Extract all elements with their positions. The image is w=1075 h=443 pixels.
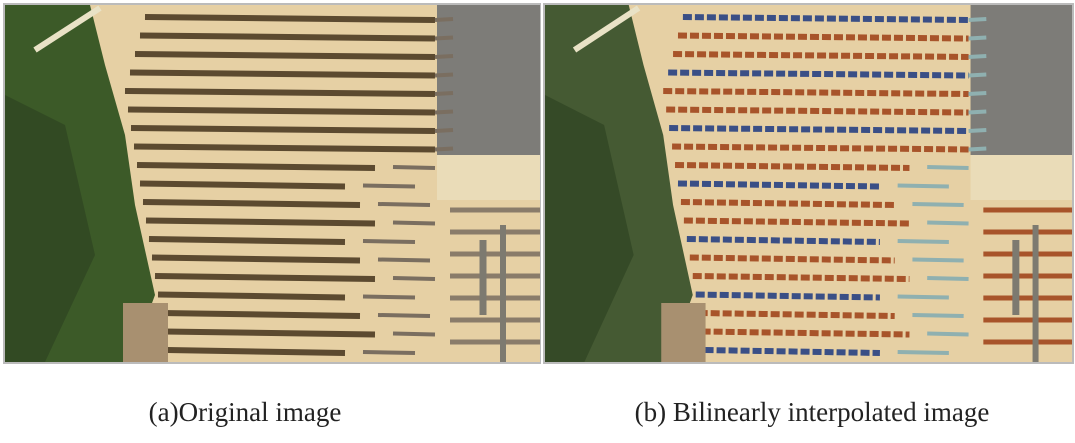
stripe — [135, 54, 435, 57]
stripe-short — [969, 56, 987, 57]
stripe — [137, 165, 375, 168]
stripe-short — [435, 19, 453, 20]
stripe-short — [393, 223, 435, 224]
stripe — [145, 17, 435, 20]
stripe-short — [898, 297, 949, 298]
stripe-short — [363, 186, 415, 187]
stripe — [696, 295, 880, 298]
stripe — [164, 332, 375, 335]
stripe-short — [363, 241, 415, 242]
stripe-short — [435, 38, 453, 39]
stone — [123, 303, 168, 362]
stripe — [140, 36, 435, 39]
stripe-short — [927, 278, 968, 279]
stripe — [167, 350, 345, 353]
stripe-short — [969, 130, 987, 131]
light-area — [971, 155, 1072, 200]
stripe-short — [969, 75, 987, 76]
stripe-short — [435, 149, 453, 150]
stripe-short — [378, 260, 430, 261]
stripe — [702, 332, 910, 335]
stripe-short — [435, 130, 453, 131]
stripe — [134, 147, 435, 150]
stripe — [155, 276, 375, 279]
stripe — [161, 313, 360, 316]
stripe-short — [927, 334, 968, 335]
stripe — [672, 147, 968, 150]
stripe-short — [898, 186, 949, 187]
stripe-short — [912, 315, 963, 316]
panel-b-image — [545, 5, 1072, 362]
stripe — [128, 110, 435, 113]
stripe — [140, 184, 345, 187]
stripe — [693, 276, 910, 279]
stripe — [678, 184, 880, 187]
stripe-short — [435, 112, 453, 113]
stripe-short — [435, 75, 453, 76]
figure: (a)Original image (b) Bilinearly interpo… — [0, 0, 1075, 443]
stripe-short — [927, 223, 968, 224]
stripe-short — [969, 149, 987, 150]
caption-a: (a)Original image — [149, 397, 342, 427]
stripe-short — [363, 297, 415, 298]
stripe — [152, 258, 360, 261]
stripe — [690, 258, 895, 261]
stripe-short — [393, 167, 435, 168]
pavement — [437, 5, 540, 155]
stripe-short — [969, 38, 987, 39]
stripe — [678, 36, 969, 39]
stripe-short — [393, 278, 435, 279]
light-area — [437, 155, 540, 200]
panel-a-image — [5, 5, 540, 362]
stripe — [158, 295, 345, 298]
stripe — [149, 239, 345, 242]
stripe-short — [969, 112, 987, 113]
stripe — [143, 202, 360, 205]
stripe-short — [969, 19, 987, 20]
stripe-short — [393, 334, 435, 335]
stone — [661, 303, 705, 362]
caption-b: (b) Bilinearly interpolated image — [635, 397, 990, 427]
stripe-short — [363, 352, 415, 353]
stripe-short — [927, 167, 968, 168]
stripe-short — [435, 93, 453, 94]
stripe — [669, 128, 968, 131]
stripe-short — [378, 315, 430, 316]
stripe-short — [435, 56, 453, 57]
stripe-short — [969, 93, 987, 94]
stripe — [130, 73, 435, 76]
stripe-short — [378, 204, 430, 205]
stripe — [687, 239, 880, 242]
pavement — [971, 5, 1072, 155]
stripe — [146, 221, 375, 224]
stripe — [125, 91, 435, 94]
page: (a)Original image (b) Bilinearly interpo… — [0, 0, 1075, 443]
stripe-short — [912, 260, 963, 261]
stripe-short — [898, 352, 949, 353]
stripe — [705, 350, 880, 353]
stripe — [131, 128, 435, 131]
stripe-short — [898, 241, 949, 242]
stripe-short — [912, 204, 963, 205]
